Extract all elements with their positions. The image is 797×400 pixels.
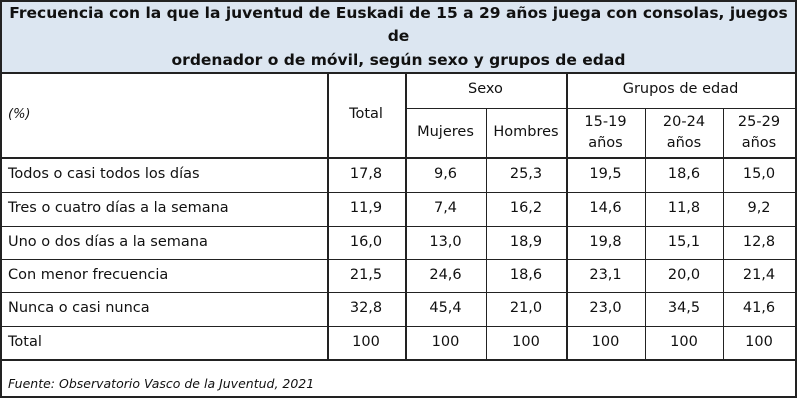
row-label: Todos o casi todos los días <box>8 166 200 183</box>
column-header: Mujeres <box>417 124 474 141</box>
rule <box>0 192 797 193</box>
value-cell: 19,8 <box>589 233 622 250</box>
rule <box>0 157 797 159</box>
value-cell: 21,5 <box>349 266 383 283</box>
value-cell: 100 <box>431 334 460 351</box>
row-label: Con menor frecuencia <box>8 266 169 283</box>
value-cell: 100 <box>512 334 540 351</box>
row-label: Nunca o casi nunca <box>8 300 150 317</box>
value-cell: 7,4 <box>433 200 458 217</box>
value-cell: 11,9 <box>349 200 383 217</box>
value-cell: 11,8 <box>667 200 701 217</box>
column-header: Hombres <box>493 124 559 141</box>
unit-label: (%) <box>8 106 31 122</box>
value-cell: 15,1 <box>667 233 701 250</box>
value-cell: 100 <box>591 334 620 351</box>
value-cell: 21,4 <box>742 266 776 283</box>
value-cell: 13,0 <box>429 233 462 250</box>
value-cell: 12,8 <box>742 233 776 250</box>
value-cell: 32,8 <box>349 300 383 317</box>
value-cell: 16,0 <box>349 233 383 250</box>
value-cell: 17,8 <box>349 166 383 183</box>
rule <box>0 396 797 398</box>
row-label: Uno o dos días a la semana <box>8 233 208 250</box>
value-cell: 23,0 <box>589 300 622 317</box>
rule <box>405 108 795 109</box>
value-cell: 21,0 <box>509 300 543 317</box>
title-line: ordenador o de móvil, según sexo y grupo… <box>171 50 626 69</box>
value-cell: 18,6 <box>667 166 701 183</box>
value-cell: 20,0 <box>667 266 701 283</box>
value-cell: 16,2 <box>509 200 543 217</box>
rule <box>0 72 797 74</box>
rule <box>0 326 797 327</box>
value-cell: 100 <box>670 334 698 351</box>
rule <box>486 108 487 360</box>
value-cell: 100 <box>352 334 380 351</box>
rule <box>405 72 407 360</box>
rule <box>723 108 724 360</box>
rule <box>795 0 797 398</box>
value-cell: 100 <box>745 334 773 351</box>
value-cell: 18,9 <box>509 233 543 250</box>
value-cell: 41,6 <box>742 300 776 317</box>
row-label: Total <box>8 334 42 351</box>
total-header: Total <box>349 106 383 123</box>
value-cell: 18,6 <box>509 266 543 283</box>
rule <box>0 292 797 293</box>
value-cell: 45,4 <box>429 300 462 317</box>
rule <box>0 0 797 2</box>
rule <box>0 359 797 361</box>
row-label: Tres o cuatro días a la semana <box>8 200 229 217</box>
column-header: 15-19 años <box>584 113 627 151</box>
column-header: 20-24 años <box>662 113 706 151</box>
rule <box>0 226 797 227</box>
column-header: 25-29 años <box>737 113 781 151</box>
rule <box>566 72 568 360</box>
rule <box>327 72 329 360</box>
group-header: Sexo <box>468 81 503 98</box>
value-cell: 15,0 <box>742 166 776 183</box>
rule <box>645 108 646 360</box>
value-cell: 23,1 <box>589 266 622 283</box>
value-cell: 14,6 <box>589 200 622 217</box>
title-box: Frecuencia con la que la juventud de Eus… <box>2 2 795 72</box>
value-cell: 9,6 <box>433 166 458 183</box>
title-line: Frecuencia con la que la juventud de Eus… <box>9 4 788 46</box>
value-cell: 24,6 <box>429 266 462 283</box>
rule <box>0 259 797 260</box>
rule <box>0 0 2 398</box>
value-cell: 34,5 <box>667 300 701 317</box>
group-header: Grupos de edad <box>622 81 739 98</box>
value-cell: 9,2 <box>747 200 771 217</box>
value-cell: 19,5 <box>589 166 622 183</box>
source-note: Fuente: Observatorio Vasco de la Juventu… <box>8 375 315 391</box>
value-cell: 25,3 <box>509 166 543 183</box>
